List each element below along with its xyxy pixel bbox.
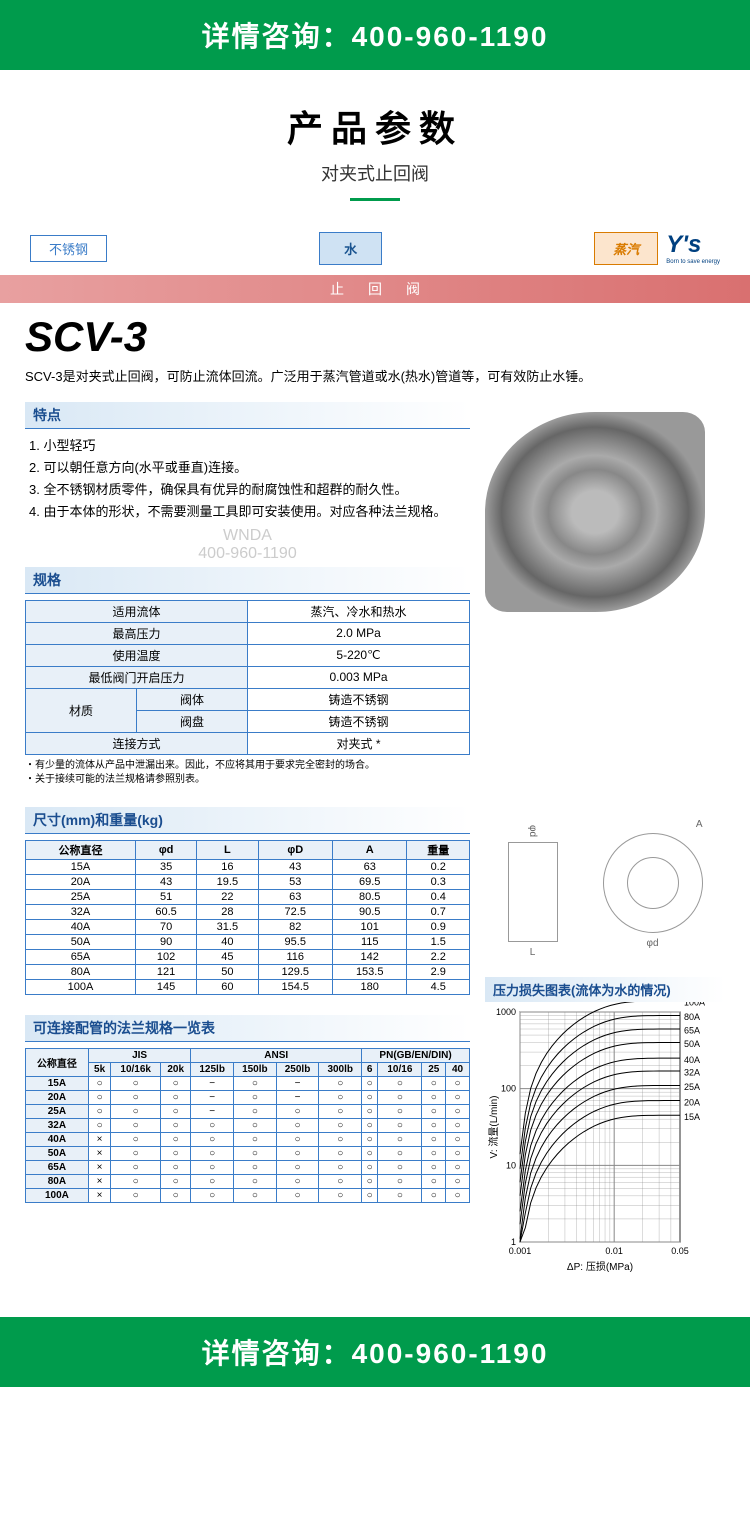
sub-title: 对夹式止回阀 [0, 160, 750, 186]
feature-item: 2. 可以朝任意方向(水平或垂直)连接。 [29, 457, 470, 479]
dim-table: 公称直径φdLφDA重量15A351643630.220A4319.55369.… [25, 840, 470, 995]
product-image [485, 412, 705, 612]
top-banner: 详情咨询：400-960-1190 [0, 0, 750, 70]
content: SCV-3 SCV-3是对夹式止回阀，可防止流体回流。广泛用于蒸汽管道或水(热水… [0, 303, 750, 1297]
svg-text:10: 10 [506, 1160, 516, 1170]
chart-title: 压力损失图表(流体为水的情况) [485, 977, 725, 1002]
svg-text:V: 流量(L/min): V: 流量(L/min) [487, 1095, 500, 1158]
dim-head: 尺寸(mm)和重量(kg) [25, 807, 470, 834]
svg-text:50A: 50A [684, 1039, 700, 1049]
svg-text:40A: 40A [684, 1055, 700, 1065]
steam-tag: 蒸汽 [594, 232, 658, 265]
svg-text:100: 100 [501, 1084, 516, 1094]
brand-tagline: Born to save energy [666, 259, 720, 265]
category-bar: 止回阀 [0, 275, 750, 303]
watermark: WNDA400-960-1190 [25, 527, 470, 563]
feature-list: 1. 小型轻巧2. 可以朝任意方向(水平或垂直)连接。3. 全不锈钢材质零件，确… [25, 435, 470, 523]
product-name: SCV-3 [25, 313, 725, 361]
spec-head: 规格 [25, 567, 470, 594]
dimension-diagram: φd L A φd [485, 817, 725, 967]
svg-text:80A: 80A [684, 1012, 700, 1022]
tag-row: 不锈钢 水 蒸汽 Y's Born to save energy [0, 221, 750, 275]
spec-notes: ・有少量的流体从产品中泄漏出来。因此，不应将其用于要求完全密封的场合。・关于接续… [25, 759, 470, 787]
brand-logo: Y's [666, 231, 720, 259]
spec-table: 适用流体蒸汽、冷水和热水最高压力2.0 MPa使用温度5-220℃最低阀门开启压… [25, 600, 470, 755]
chart-area: 压力损失图表(流体为水的情况) 11010010000.0010.010.051… [485, 977, 725, 1287]
svg-text:32A: 32A [684, 1068, 700, 1078]
svg-text:20A: 20A [684, 1097, 700, 1107]
svg-text:15A: 15A [684, 1112, 700, 1122]
features-head: 特点 [25, 402, 470, 429]
pressure-loss-chart: 11010010000.0010.010.05100A80A65A50A40A3… [485, 1002, 725, 1282]
feature-item: 3. 全不锈钢材质零件，确保具有优异的耐腐蚀性和超群的耐久性。 [29, 479, 470, 501]
product-desc: SCV-3是对夹式止回阀，可防止流体回流。广泛用于蒸汽管道或水(热水)管道等，可… [25, 367, 725, 387]
material-tag: 不锈钢 [30, 235, 107, 262]
svg-text:0.01: 0.01 [605, 1246, 623, 1256]
feature-item: 1. 小型轻巧 [29, 435, 470, 457]
svg-text:100A: 100A [684, 1002, 705, 1008]
water-tag: 水 [319, 232, 382, 265]
svg-text:0.001: 0.001 [509, 1246, 532, 1256]
divider [350, 198, 400, 201]
svg-text:1000: 1000 [496, 1007, 516, 1017]
main-title: 产品参数 [0, 100, 750, 152]
title-section: 产品参数 对夹式止回阀 [0, 70, 750, 221]
svg-text:ΔP: 压损(MPa): ΔP: 压损(MPa) [567, 1260, 633, 1273]
svg-text:65A: 65A [684, 1026, 700, 1036]
flange-head: 可连接配管的法兰规格一览表 [25, 1015, 470, 1042]
feature-item: 4. 由于本体的形状，不需要测量工具即可安装使用。对应各种法兰规格。 [29, 501, 470, 523]
svg-text:25A: 25A [684, 1082, 700, 1092]
svg-text:0.05: 0.05 [671, 1246, 689, 1256]
bottom-banner: 详情咨询：400-960-1190 [0, 1317, 750, 1387]
flange-table: 公称直径JISANSIPN(GB/EN/DIN)5k10/16k20k125lb… [25, 1048, 470, 1203]
